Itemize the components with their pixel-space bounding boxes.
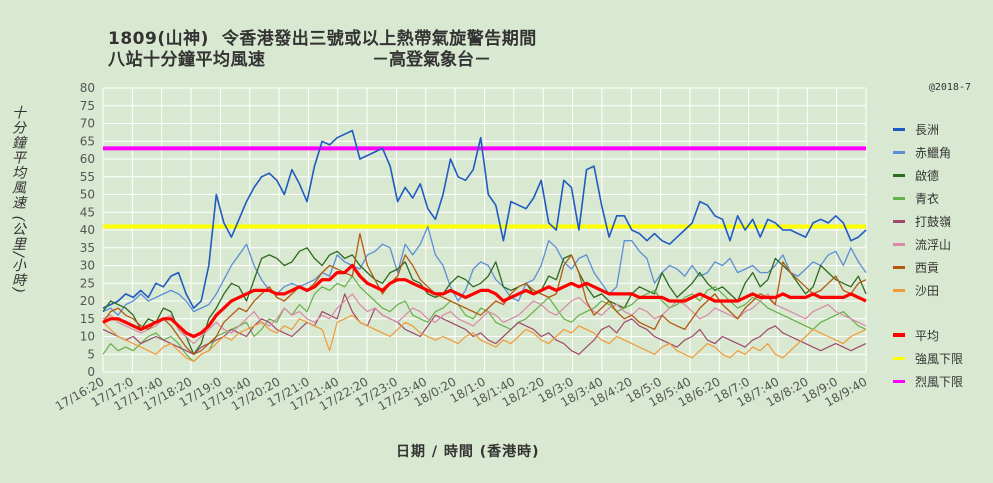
legend-swatch bbox=[893, 288, 905, 292]
legend-swatch bbox=[893, 173, 905, 177]
legend-item: 西貢 bbox=[893, 258, 993, 276]
y-tick-label: 65 bbox=[80, 134, 95, 148]
legend-item: 赤鱲角 bbox=[893, 143, 993, 161]
y-tick-label: 0 bbox=[87, 365, 95, 379]
series-line-6 bbox=[102, 232, 867, 355]
y-tick-label: 70 bbox=[80, 117, 95, 131]
legend-label: 西貢 bbox=[915, 260, 940, 275]
legend-label: 沙田 bbox=[915, 283, 940, 298]
series-line-8 bbox=[102, 263, 867, 339]
y-tick-label: 30 bbox=[80, 259, 95, 273]
copyright-note: @2018-7 bbox=[928, 82, 971, 93]
y-tick-label: 40 bbox=[80, 223, 95, 237]
legend-item: 打鼓嶺 bbox=[893, 212, 993, 230]
x-axis-label: 日期 / 時間 (香港時) bbox=[396, 444, 540, 460]
legend-item: 烈風下限 bbox=[893, 372, 993, 390]
legend-swatch bbox=[893, 333, 905, 337]
y-tick-label: 45 bbox=[80, 205, 95, 219]
series-line-7 bbox=[102, 314, 867, 362]
series-line-0 bbox=[102, 129, 867, 309]
y-tick-label: 25 bbox=[80, 276, 95, 290]
legend-label: 啟德 bbox=[915, 168, 940, 183]
legend-label: 青衣 bbox=[915, 191, 940, 206]
legend-swatch bbox=[893, 196, 905, 200]
legend-item: 強風下限 bbox=[893, 349, 993, 367]
legend-swatch bbox=[893, 265, 905, 269]
legend-swatch bbox=[893, 242, 905, 246]
chart-title-line1: 1809(山神) 令香港發出三號或以上熱帶氣旋警告期間 bbox=[108, 29, 537, 49]
y-tick-label: 20 bbox=[80, 294, 95, 308]
legend-item: 青衣 bbox=[893, 189, 993, 207]
legend-item: 沙田 bbox=[893, 281, 993, 299]
legend-label: 打鼓嶺 bbox=[915, 214, 952, 229]
y-tick-label: 15 bbox=[80, 312, 95, 326]
legend-item: 流浮山 bbox=[893, 235, 993, 253]
legend-swatch bbox=[893, 219, 905, 223]
y-tick-label: 80 bbox=[80, 81, 95, 95]
legend-label: 長洲 bbox=[915, 122, 940, 137]
legend-label: 烈風下限 bbox=[915, 374, 964, 389]
chart-source: －高登氣象台－ bbox=[372, 50, 491, 70]
y-tick-label: 35 bbox=[80, 241, 95, 255]
y-axis-label: 十分鐘平均風速 (公里/小時) bbox=[10, 105, 26, 295]
y-tick-label: 55 bbox=[80, 170, 95, 184]
legend-swatch bbox=[893, 356, 905, 360]
chart-title-line2: 八站十分鐘平均風速 bbox=[108, 50, 266, 70]
y-tick-label: 60 bbox=[80, 152, 95, 166]
legend-item: 啟德 bbox=[893, 166, 993, 184]
y-tick-label: 50 bbox=[80, 188, 95, 202]
series-line-1 bbox=[102, 225, 867, 316]
legend-label: 強風下限 bbox=[915, 351, 964, 366]
legend-label: 平均 bbox=[915, 328, 940, 343]
legend-swatch bbox=[893, 127, 905, 131]
legend-item: 長洲 bbox=[893, 120, 993, 138]
y-tick-label: 5 bbox=[87, 347, 95, 361]
legend-label: 赤鱲角 bbox=[915, 145, 952, 160]
y-tick-label: 10 bbox=[80, 330, 95, 344]
legend-item: 平均 bbox=[893, 326, 993, 344]
legend-swatch bbox=[893, 150, 905, 154]
series-line-2 bbox=[102, 247, 867, 355]
legend-swatch bbox=[893, 379, 905, 383]
series-line-4 bbox=[102, 293, 867, 355]
y-tick-label: 75 bbox=[80, 99, 95, 113]
legend-label: 流浮山 bbox=[915, 237, 952, 252]
